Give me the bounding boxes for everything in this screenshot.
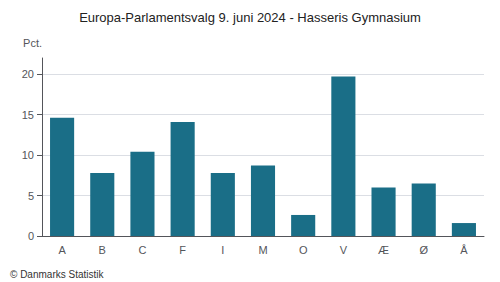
svg-text:C: C [138,244,146,256]
svg-text:15: 15 [22,109,34,121]
svg-text:M: M [258,244,267,256]
svg-text:10: 10 [22,149,34,161]
svg-text:F: F [179,244,186,256]
svg-text:Æ: Æ [378,244,389,256]
svg-text:B: B [99,244,106,256]
svg-text:Europa-Parlamentsvalg 9. juni: Europa-Parlamentsvalg 9. juni 2024 - Has… [79,10,421,25]
svg-text:Å: Å [460,244,468,256]
svg-text:A: A [58,244,66,256]
svg-text:O: O [299,244,308,256]
svg-text:Ø: Ø [419,244,428,256]
svg-text:0: 0 [28,230,34,242]
svg-text:Pct.: Pct. [23,37,42,49]
svg-text:© Danmarks Statistik: © Danmarks Statistik [10,269,105,280]
svg-text:I: I [221,244,224,256]
svg-text:V: V [340,244,348,256]
svg-text:20: 20 [22,68,34,80]
svg-text:5: 5 [28,190,34,202]
